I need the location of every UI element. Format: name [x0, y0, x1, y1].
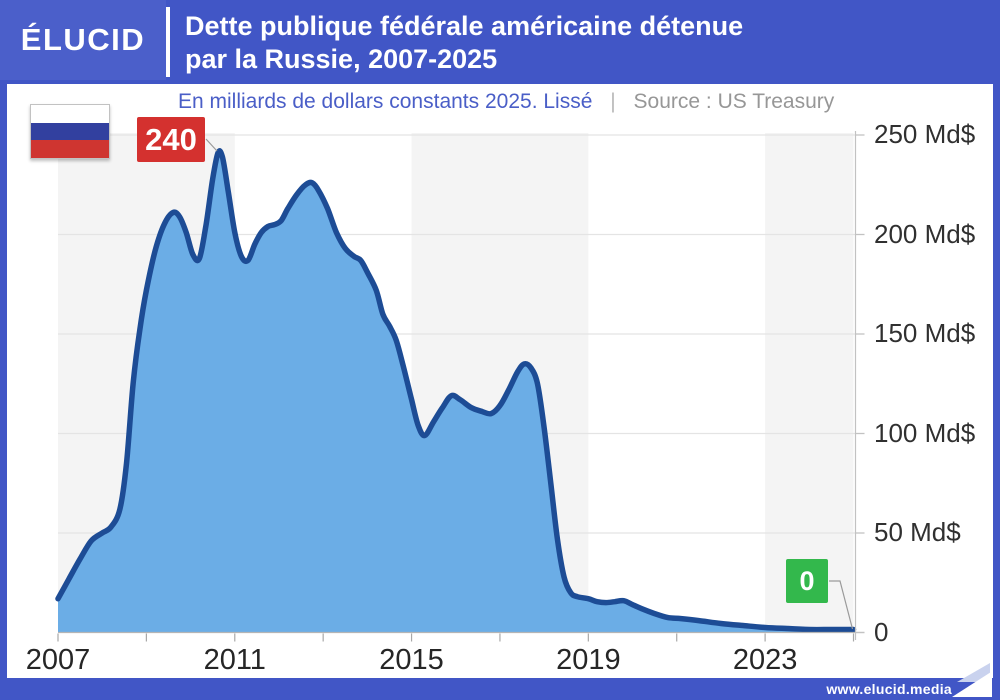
flag-stripe-blue: [31, 122, 109, 141]
unit-note: En milliards de dollars constants 2025. …: [178, 90, 593, 113]
y-axis-tick-label: 0: [874, 616, 889, 647]
x-axis-tick-label: 2023: [732, 644, 798, 676]
chart-subtitle: En milliards de dollars constants 2025. …: [178, 90, 834, 114]
flag-stripe-white: [31, 105, 109, 123]
left-border-strip: [0, 84, 7, 678]
area-fill: [58, 150, 854, 633]
header-divider: [166, 7, 170, 77]
peak-value-badge: 240: [137, 117, 205, 162]
y-axis-tick-label: 200 Md$: [874, 218, 976, 249]
x-axis-tick-label: 2007: [25, 644, 91, 676]
y-axis-tick-label: 100 Md$: [874, 417, 976, 448]
footer-bar: www.elucid.media: [0, 663, 1000, 700]
footer-website-url: www.elucid.media: [826, 681, 952, 697]
right-border-strip: [993, 84, 1000, 678]
x-axis-tick-label: 2015: [379, 644, 444, 676]
y-axis-tick-label: 150 Md$: [874, 317, 976, 348]
chart-title: Dette publique fédérale américaine déten…: [185, 10, 743, 76]
elucid-logo: ÉLUCID: [0, 0, 166, 80]
source-note: Source : US Treasury: [633, 90, 835, 113]
flag-stripe-red: [31, 140, 109, 158]
end-callout-line: [829, 580, 854, 630]
chart-title-line1: Dette publique fédérale américaine déten…: [185, 11, 744, 41]
russia-flag-icon: [30, 104, 110, 159]
x-axis-tick-label: 2011: [203, 644, 266, 676]
y-axis-tick-label: 50 Md$: [874, 516, 961, 547]
end-value-badge: 0: [786, 559, 828, 603]
header-bar: ÉLUCID Dette publique fédérale américain…: [0, 0, 1000, 84]
y-axis-tick-label: 250 Md$: [874, 118, 976, 149]
area-line: [55, 148, 857, 633]
plot-band: [765, 133, 854, 633]
x-axis-tick-label: 2019: [556, 644, 621, 676]
peak-callout-line: [205, 138, 218, 152]
elucid-logo-text: ÉLUCID: [20, 22, 146, 57]
chart-title-line2: par la Russie, 2007-2025: [185, 44, 498, 74]
subtitle-separator: |: [610, 90, 616, 113]
